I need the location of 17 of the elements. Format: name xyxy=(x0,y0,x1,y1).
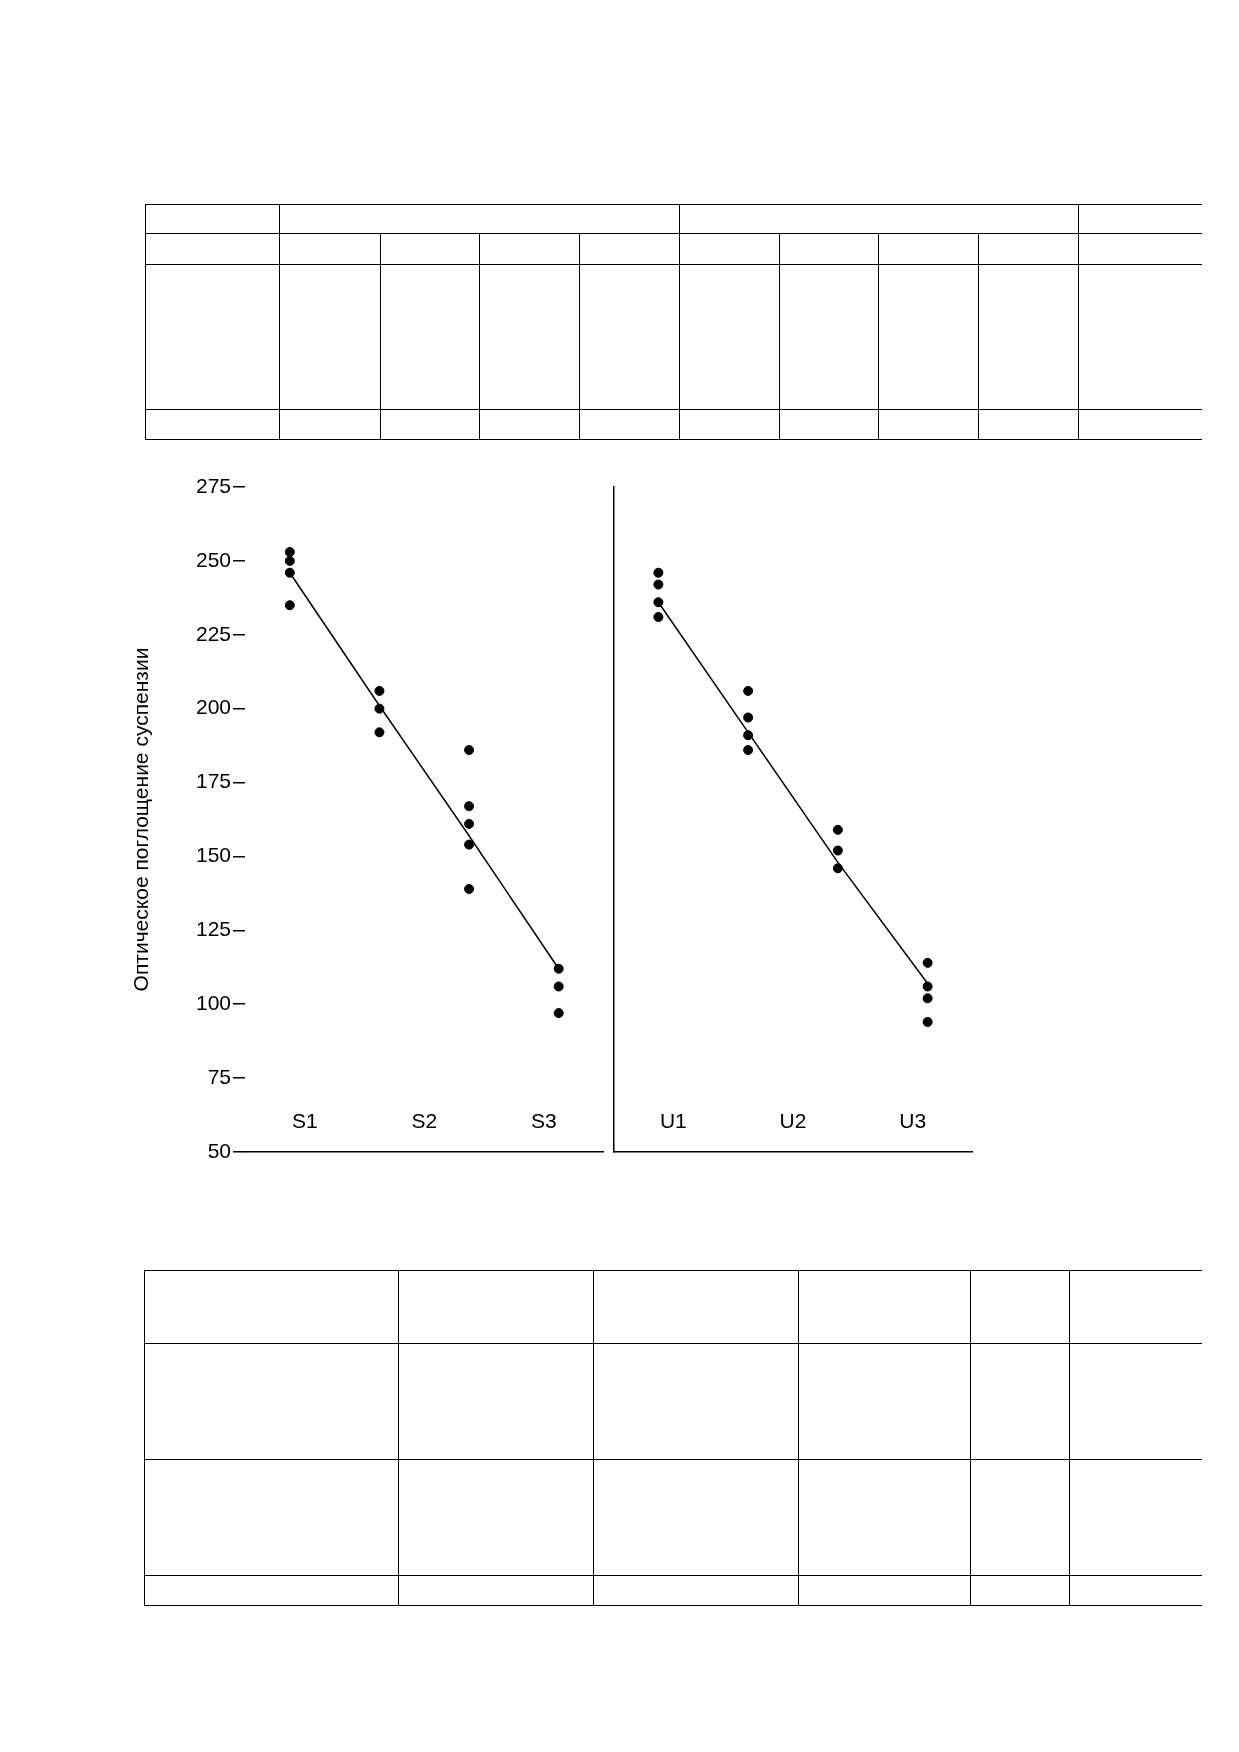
annotation: U1 xyxy=(659,1108,687,1132)
y-tick-label: 100 xyxy=(195,991,231,1015)
y-tick-label: 75 xyxy=(207,1064,231,1088)
y-tick-label: 175 xyxy=(195,769,231,793)
annotation: U3 xyxy=(899,1108,927,1132)
y-tick-label: 250 xyxy=(195,547,231,571)
y-tick-label: 150 xyxy=(195,843,231,867)
annotation: U2 xyxy=(779,1108,807,1132)
y-axis-title: Оптическое поглощение суспензии xyxy=(129,647,153,992)
y-tick-label: 225 xyxy=(195,621,231,645)
annotation: S2 xyxy=(411,1108,438,1132)
y-tick-label: 125 xyxy=(195,917,231,941)
y-tick-label: 200 xyxy=(195,695,231,719)
annotation: S1 xyxy=(291,1108,318,1132)
y-tick-label: 50 xyxy=(207,1138,231,1162)
annotation: S3 xyxy=(530,1108,557,1132)
y-tick-label: 275 xyxy=(195,473,231,497)
